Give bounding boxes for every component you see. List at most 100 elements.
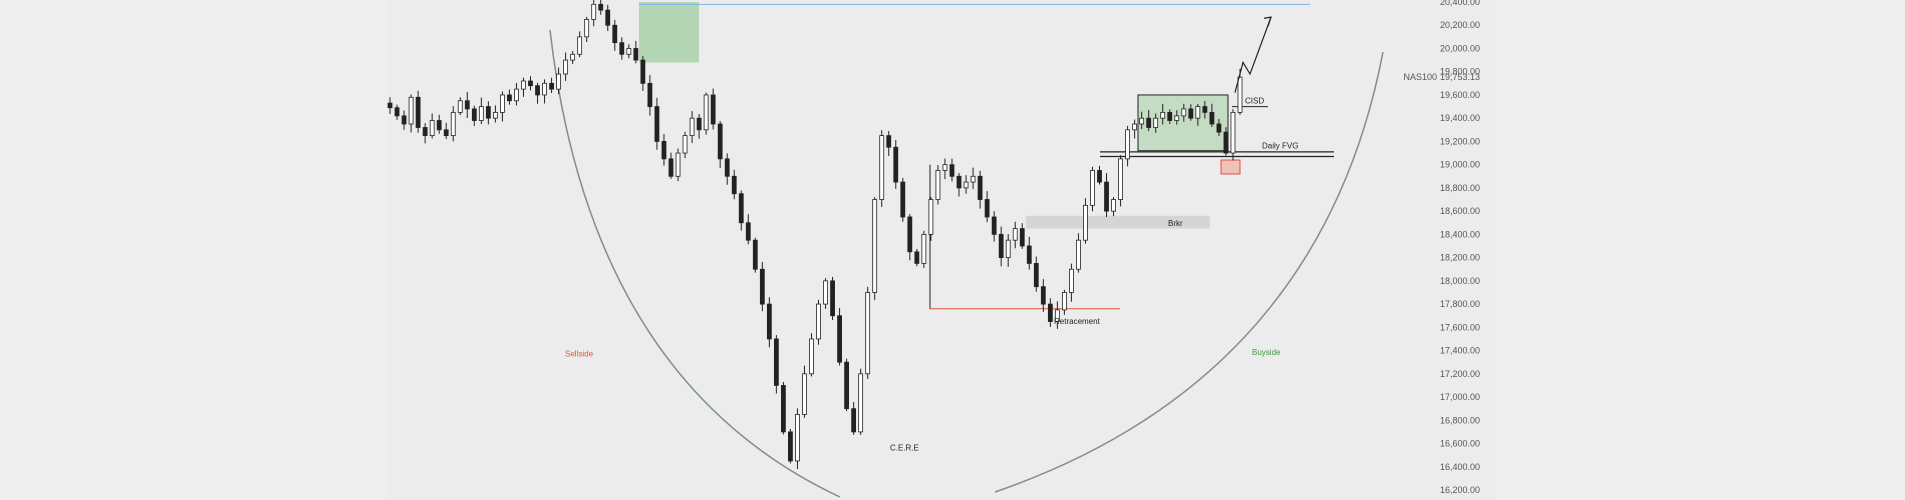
- candle-body: [633, 48, 639, 61]
- candle-body: [900, 181, 906, 218]
- candle-body: [795, 414, 800, 462]
- y-tick-label: 17,600.00: [1440, 322, 1480, 332]
- cisd-label: CISD: [1245, 97, 1264, 106]
- candle-body: [1118, 158, 1123, 200]
- y-tick-label: 16,600.00: [1440, 439, 1480, 449]
- candle-body: [1174, 115, 1180, 121]
- candle-body: [745, 222, 751, 241]
- symbol-label: NAS100: [1403, 72, 1437, 82]
- candle-body: [949, 164, 955, 177]
- y-tick-label: 19,600.00: [1440, 90, 1480, 100]
- projection-path: [1234, 16, 1272, 93]
- candle-body: [1223, 131, 1229, 154]
- candle-body: [689, 117, 695, 137]
- candle-body: [773, 338, 779, 386]
- y-tick-label: 20,400.00: [1440, 0, 1480, 7]
- candle-body: [844, 361, 850, 410]
- retracement-label: Retracement: [1054, 317, 1101, 326]
- y-tick-label: 18,800.00: [1440, 183, 1480, 193]
- candle-body: [998, 233, 1004, 259]
- candle-body: [1209, 111, 1215, 125]
- candle-body: [865, 292, 871, 375]
- candle-body: [823, 280, 828, 305]
- candle-body: [626, 48, 632, 55]
- candle-body: [809, 338, 814, 375]
- right-margin: [1497, 0, 1905, 500]
- candle-body: [436, 120, 442, 131]
- candle-body: [387, 102, 393, 109]
- candle-body: [766, 303, 772, 340]
- candle-body: [429, 120, 435, 137]
- candle-body: [802, 373, 807, 415]
- candle-body: [830, 280, 835, 317]
- left-margin: [0, 0, 388, 500]
- candle-body: [401, 115, 407, 125]
- daily-fvg-label: Daily FVG: [1262, 141, 1298, 150]
- candle-body: [1097, 170, 1102, 183]
- candle-body: [605, 9, 611, 26]
- candle-body: [584, 19, 590, 38]
- candle-body: [485, 106, 491, 119]
- y-tick-label: 17,800.00: [1440, 299, 1480, 309]
- candle-body: [1104, 181, 1109, 212]
- candle-body: [977, 175, 983, 200]
- candle-body: [1061, 292, 1067, 311]
- candle-body: [991, 216, 997, 235]
- candle-body: [408, 96, 414, 125]
- candle-body: [724, 158, 730, 177]
- candle-body: [478, 106, 484, 121]
- candle-body: [942, 164, 948, 171]
- candle-body: [731, 175, 737, 195]
- candle-body: [535, 85, 540, 96]
- candle-body: [1216, 123, 1222, 133]
- candle-body: [1139, 117, 1145, 125]
- y-tick-label: 18,600.00: [1440, 206, 1480, 216]
- candle-body: [492, 111, 498, 119]
- candle-body: [640, 59, 646, 84]
- candle-body: [556, 73, 561, 90]
- candle-body: [499, 94, 505, 113]
- y-tick-label: 19,000.00: [1440, 160, 1480, 170]
- candle-body: [935, 170, 941, 200]
- candle-body: [1146, 117, 1152, 128]
- candle-body: [703, 94, 709, 131]
- candle-body: [661, 141, 667, 160]
- candle-body: [738, 193, 744, 224]
- candle-body: [1054, 309, 1060, 322]
- candle-body: [1188, 108, 1194, 119]
- candle-body: [514, 88, 519, 102]
- candle-body: [1195, 106, 1201, 119]
- candle-body: [1033, 263, 1039, 288]
- candle-body: [570, 53, 576, 61]
- candle-body: [415, 96, 421, 128]
- y-tick-label: 18,000.00: [1440, 276, 1480, 286]
- sellside-label: Sellside: [565, 349, 594, 358]
- current-price-label: 19,753.13: [1440, 72, 1480, 82]
- projection-arrowhead: [1263, 16, 1272, 27]
- y-tick-label: 19,800.00: [1440, 67, 1480, 77]
- candle-body: [710, 94, 716, 125]
- candle-body: [907, 216, 913, 253]
- candle-body: [1181, 108, 1187, 117]
- candle-body: [788, 431, 793, 462]
- y-tick-label: 19,200.00: [1440, 136, 1480, 146]
- candle-body: [816, 303, 821, 340]
- consolidation-box: [1137, 94, 1229, 152]
- y-tick-label: 18,400.00: [1440, 229, 1480, 239]
- candle-body: [1083, 204, 1088, 241]
- candle-body: [443, 129, 449, 137]
- candle-body: [507, 94, 512, 102]
- candle-body: [1090, 170, 1095, 206]
- candle-body: [450, 111, 456, 137]
- cere-label: C.E.R.E: [890, 443, 919, 452]
- candle-body: [1076, 239, 1081, 270]
- candle-body: [963, 181, 969, 189]
- candle-body: [956, 175, 962, 189]
- candle-body: [647, 82, 653, 107]
- y-tick-label: 16,800.00: [1440, 415, 1480, 425]
- candle-body: [879, 135, 885, 200]
- candle-body: [1012, 228, 1018, 241]
- candle-body: [970, 175, 976, 183]
- candle-body: [464, 100, 470, 110]
